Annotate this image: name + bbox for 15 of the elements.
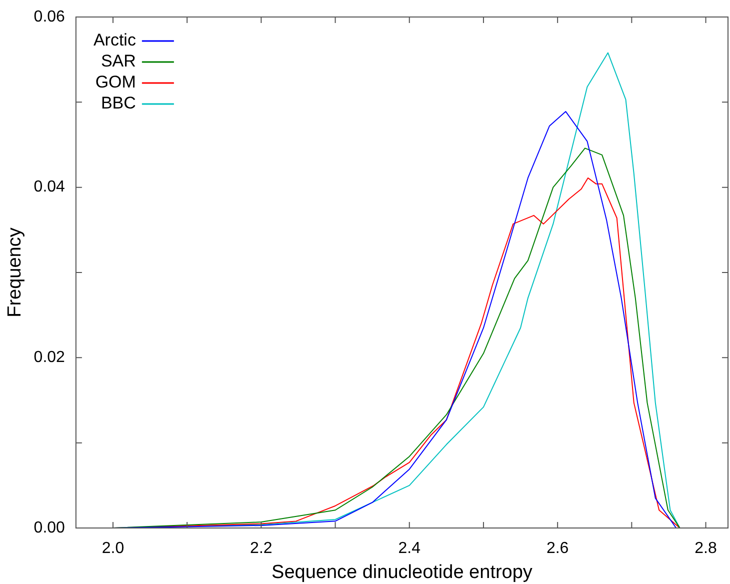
- y-axis-title: Frequency: [4, 227, 26, 318]
- x-tick-label: 2.2: [250, 540, 272, 558]
- x-tick-label: 2.0: [102, 540, 124, 558]
- legend-label: SAR: [100, 52, 136, 71]
- x-tick-label: 2.8: [694, 540, 717, 558]
- y-tick-label: 0.02: [34, 349, 66, 366]
- x-tick-label: 2.4: [398, 540, 421, 558]
- legend-label: Arctic: [93, 30, 136, 50]
- legend-label: GOM: [95, 72, 136, 92]
- y-tick-label: 0.06: [34, 8, 66, 26]
- x-axis-title: Sequence dinucleotide entropy: [272, 562, 533, 583]
- y-tick-label: 0.00: [34, 519, 66, 536]
- y-tick-label: 0.04: [34, 178, 66, 196]
- x-tick-label: 2.6: [546, 540, 569, 558]
- legend-label: BBC: [100, 94, 136, 113]
